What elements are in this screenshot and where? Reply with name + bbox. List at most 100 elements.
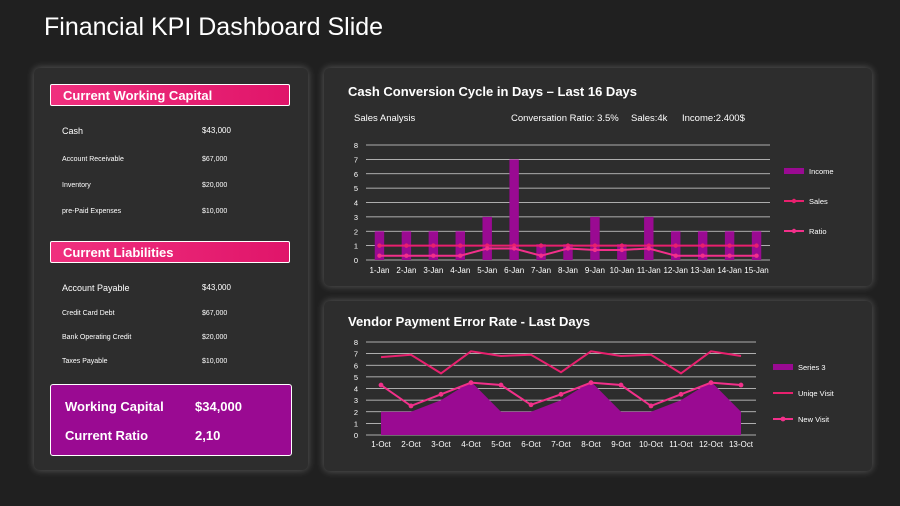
item-label: Account Receivable: [62, 156, 124, 163]
chart-title: Vendor Payment Error Rate - Last Days: [348, 314, 591, 329]
x-tick-label: 7-Oct: [551, 440, 571, 449]
y-tick-label: 3: [354, 396, 358, 405]
x-tick-label: 10-Jan: [610, 266, 634, 275]
list-item: Bank Operating Credit $20,000: [62, 334, 292, 348]
x-tick-label: 8-Jan: [558, 266, 578, 275]
y-tick-label: 2: [354, 227, 358, 236]
y-tick-label: 7: [354, 350, 358, 359]
chart-title: Cash Conversion Cycle in Days – Last 16 …: [348, 84, 638, 99]
summary-box: Working Capital $34,000 Current Ratio 2,…: [50, 384, 292, 456]
y-tick-label: 8: [354, 141, 358, 150]
x-tick-label: 3-Oct: [431, 440, 451, 449]
y-tick-label: 3: [354, 213, 358, 222]
y-tick-label: 4: [354, 385, 358, 394]
y-tick-label: 4: [354, 199, 358, 208]
data-point: [754, 253, 759, 258]
y-tick-label: 1: [354, 242, 358, 251]
data-point: [404, 253, 409, 258]
legend-label: Series 3: [798, 363, 826, 372]
legend-marker: [780, 416, 786, 422]
x-tick-label: 11-Oct: [669, 440, 693, 449]
x-tick-label: 3-Jan: [423, 266, 443, 275]
item-label: Cash: [62, 126, 84, 136]
data-point: [458, 243, 463, 248]
data-point: [619, 247, 625, 253]
x-tick-label: 2-Oct: [401, 440, 421, 449]
data-point: [377, 253, 382, 258]
item-label: Credit Card Debt: [62, 310, 115, 317]
x-tick-label: 15-Jan: [744, 266, 768, 275]
list-item: pre-Paid Expenses $10,000: [62, 208, 292, 222]
data-point: [565, 246, 571, 251]
data-point: [619, 243, 625, 248]
data-point: [708, 380, 714, 386]
x-tick-label: 1-Oct: [371, 440, 391, 449]
data-point: [538, 243, 544, 248]
item-label: Bank Operating Credit: [62, 334, 132, 341]
x-tick-label: 5-Oct: [491, 440, 511, 449]
data-point: [727, 253, 732, 258]
bar: [536, 244, 546, 260]
x-tick-label: 7-Jan: [531, 266, 551, 275]
data-point: [727, 243, 732, 248]
current-ratio-value: 2,10: [195, 428, 221, 443]
data-point: [538, 253, 544, 258]
legend-marker: [791, 228, 797, 234]
y-tick-label: 2: [354, 408, 358, 417]
vendor-payment-chart: 0 1 2 3 4 5 6 7 8 1-Oct 2-Oct 3-Oct 4-Oct 5-Oct 6-Oct 7…: [354, 338, 835, 449]
sales-label: Sales:4k: [631, 113, 668, 124]
x-tick-label: 1-Jan: [369, 266, 389, 275]
item-value: $20,000: [202, 334, 228, 341]
y-tick-label: 7: [354, 155, 358, 164]
y-tick-label: 5: [354, 184, 358, 193]
legend-label: Income: [809, 167, 834, 176]
list-item: Account Receivable $67,000: [62, 156, 292, 170]
cash-conversion-panel: Cash Conversion Cycle in Days – Last 16 …: [324, 68, 872, 286]
list-item: Inventory $20,000: [62, 182, 292, 196]
legend-label: Sales: [809, 197, 828, 206]
data-point: [646, 246, 651, 251]
x-tick-label: 12-Oct: [699, 440, 724, 449]
item-value: $43,000: [202, 283, 231, 292]
y-tick-label: 5: [354, 373, 358, 382]
data-point: [458, 253, 463, 258]
y-tick-label: 0: [354, 256, 358, 265]
data-point: [588, 380, 594, 386]
legend-swatch: [784, 168, 804, 174]
item-value: $67,000: [202, 156, 228, 163]
legend-label: Ratio: [809, 227, 827, 236]
working-capital-label: Working Capital: [65, 399, 164, 414]
data-point: [738, 382, 744, 388]
list-item: Taxes Payable $10,000: [62, 358, 292, 372]
x-tick-label: 9-Oct: [611, 440, 631, 449]
x-tick-label: 9-Jan: [585, 266, 605, 275]
working-capital-value: $34,000: [195, 399, 242, 414]
data-point: [528, 402, 534, 408]
legend-marker: [791, 198, 797, 204]
y-tick-label: 1: [354, 419, 358, 428]
working-capital-header: Current Working Capital: [50, 84, 290, 106]
data-point: [618, 382, 624, 388]
liabilities-header: Current Liabilities: [50, 241, 290, 263]
series-line: [380, 350, 742, 375]
bar: [563, 244, 573, 260]
x-tick-label: 5-Jan: [477, 266, 497, 275]
item-value: $10,000: [202, 358, 228, 365]
data-point: [468, 380, 474, 386]
legend-label: Uniqe Visit: [798, 389, 835, 398]
item-label: Inventory: [62, 182, 91, 189]
data-point: [678, 391, 684, 397]
y-tick-label: 6: [354, 170, 358, 179]
legend-label: New Visit: [798, 415, 830, 424]
item-label: pre-Paid Expenses: [62, 208, 122, 215]
data-point: [648, 403, 654, 409]
x-tick-label: 12-Jan: [663, 266, 687, 275]
x-tick-label: 14-Jan: [717, 266, 741, 275]
data-point: [408, 403, 414, 409]
data-point: [754, 243, 759, 248]
income-label: Income:2.400$: [682, 113, 745, 124]
conversation-ratio-label: Conversation Ratio: 3.5%: [511, 113, 619, 124]
x-tick-label: 13-Oct: [729, 440, 754, 449]
item-value: $20,000: [202, 182, 228, 189]
data-point: [498, 382, 504, 388]
